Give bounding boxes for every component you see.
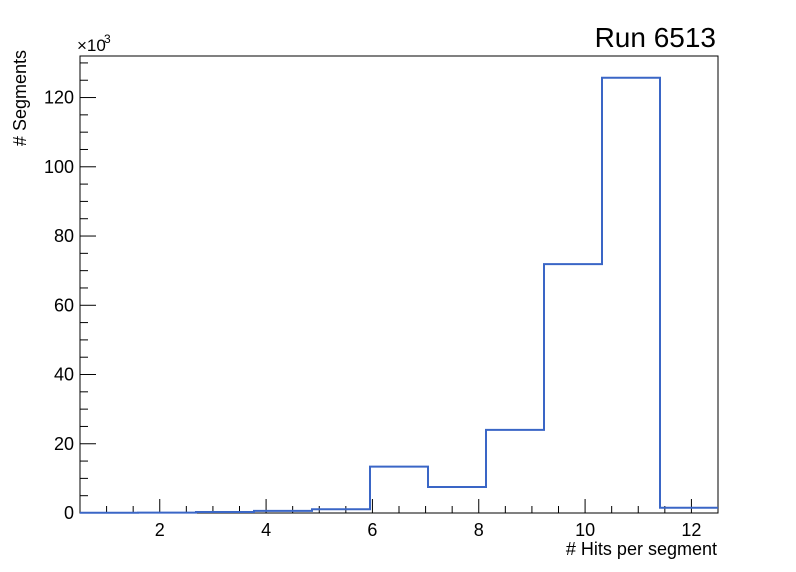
y-tick-label: 120 [44, 88, 74, 108]
y-tick-label: 80 [54, 226, 74, 246]
x-axis-label: # Hits per segment [566, 539, 717, 559]
y-tick-label: 60 [54, 295, 74, 315]
y-tick-label: 20 [54, 434, 74, 454]
y-axis-multiplier: ×10 [77, 36, 106, 55]
y-axis-label: # Segments [10, 50, 30, 146]
y-tick-label: 100 [44, 157, 74, 177]
y-tick-label: 40 [54, 365, 74, 385]
x-tick-label: 8 [474, 520, 484, 540]
x-tick-label: 12 [681, 520, 701, 540]
x-tick-label: 6 [367, 520, 377, 540]
x-tick-label: 4 [261, 520, 271, 540]
y-tick-label: 0 [64, 503, 74, 523]
x-tick-label: 2 [155, 520, 165, 540]
chart-title: Run 6513 [595, 22, 716, 53]
histogram-line [80, 76, 718, 514]
x-tick-label: 10 [575, 520, 595, 540]
plot-frame [79, 55, 719, 514]
y-axis-multiplier-exponent: 3 [104, 32, 111, 46]
